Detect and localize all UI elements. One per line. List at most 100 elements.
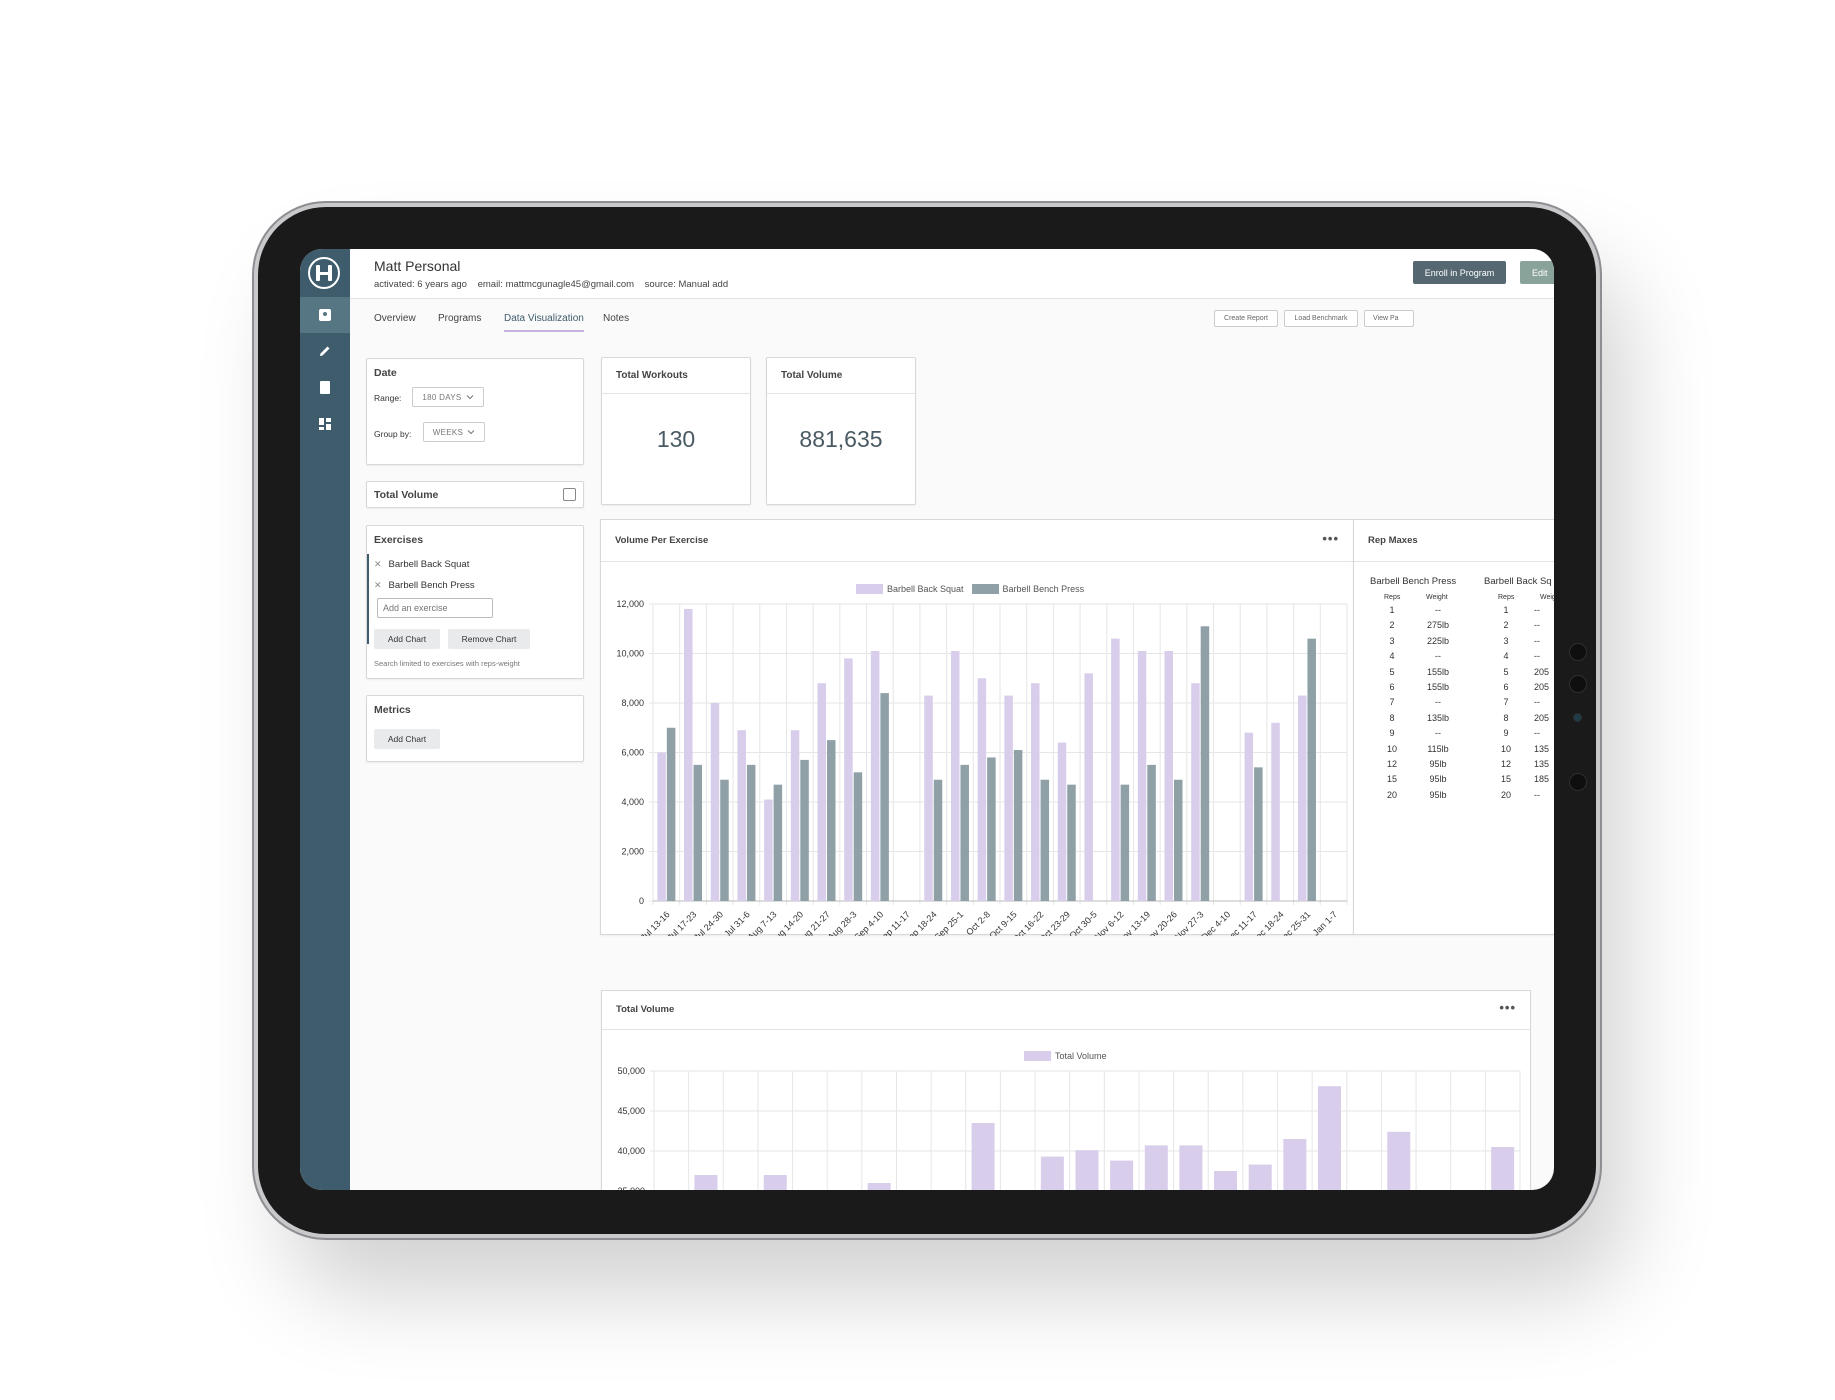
bar-squat — [1004, 695, 1013, 901]
weight-cell: 135 — [1534, 759, 1550, 769]
bar-squat — [924, 695, 933, 901]
weight-cell: 95lb — [1429, 789, 1447, 800]
metrics-card-title: Metrics — [374, 704, 411, 716]
volume-per-exercise-chart: 0 2,000 4,000 6,000 8,000 10,000 12,000 Jul 13-… — [616, 599, 1348, 936]
weight-cell: 205 — [1534, 666, 1550, 677]
total-volume-label: Total Volume — [781, 370, 843, 381]
weight-cell: -- — [1534, 635, 1540, 646]
more-options-icon[interactable]: ••• — [1499, 1000, 1516, 1015]
source-text: source: Manual add — [644, 279, 729, 290]
tablet-button — [1569, 675, 1587, 693]
bar-total-volume — [1110, 1160, 1134, 1190]
bar-bench — [773, 784, 783, 901]
weight-cell: -- — [1534, 697, 1540, 708]
reps-cell: 15 — [1386, 774, 1398, 785]
load-benchmark-button[interactable]: Load Benchmark — [1284, 310, 1358, 327]
bar-total-volume — [1491, 1147, 1515, 1190]
app-logo-icon[interactable] — [308, 257, 340, 289]
reps-cell: 4 — [1503, 651, 1509, 662]
metrics-add-chart-button[interactable]: Add Chart — [374, 729, 440, 749]
remove-chart-button[interactable]: Remove Chart — [448, 629, 530, 649]
exercise-name: Barbell Bench Press — [388, 580, 475, 591]
bar-total-volume — [1248, 1164, 1272, 1190]
contact-card-icon — [319, 309, 331, 321]
bar-bench — [960, 764, 969, 901]
weight-cell: 205 — [1534, 682, 1550, 692]
rep-max-table: Barbell Bench Press Reps Weight 1 -- 2 275lb 3 2… — [1370, 576, 1456, 800]
x-tick-label: Jan 1-7 — [1311, 909, 1339, 936]
reps-cell: 2 — [1389, 620, 1395, 631]
total-volume-panel: Total Volume ••• Total Volume 50,000 45,0… — [601, 990, 1531, 1190]
total-volume-toggle-label: Total Volume — [374, 489, 439, 501]
edit-button[interactable]: Edit — [1520, 261, 1554, 284]
range-label: Range: — [374, 393, 402, 403]
weight-cell: 205 — [1534, 712, 1550, 723]
sidebar-item-dashboard[interactable] — [300, 406, 350, 442]
reps-cell: 10 — [1500, 743, 1512, 754]
total-volume-value: 881,635 — [799, 426, 883, 452]
bar-squat — [1244, 732, 1254, 901]
reps-cell: 3 — [1389, 635, 1395, 646]
y-tick-label: 4,000 — [621, 797, 644, 807]
bar-bench — [720, 779, 729, 901]
create-report-button[interactable]: Create Report — [1214, 310, 1278, 327]
view-button[interactable]: View Pa — [1364, 310, 1414, 327]
bar-total-volume — [1387, 1131, 1411, 1190]
weight-column-header: Weight — [1426, 594, 1448, 601]
tab-overview[interactable]: Overview — [374, 313, 416, 324]
rep-max-table: Barbell Back Sq Reps Weight 1 -- 2 -- 3 -- 4 -- 5 20… — [1484, 576, 1554, 800]
sidebar-item-library[interactable] — [300, 369, 350, 405]
reps-cell: 20 — [1500, 789, 1512, 800]
legend-label-bench: Barbell Bench Press — [1002, 584, 1085, 594]
reps-cell: 6 — [1503, 682, 1509, 692]
range-value: 180 DAYS — [422, 392, 462, 402]
exercises-card-title: Exercises — [374, 534, 424, 546]
tab-notes[interactable]: Notes — [603, 313, 630, 324]
bar-squat — [1297, 695, 1307, 901]
tab-programs[interactable]: Programs — [438, 313, 482, 324]
group-by-select[interactable]: WEEKS — [423, 422, 485, 442]
bar-bench — [987, 757, 996, 901]
x-tick-label: Jul 24-30 — [692, 909, 725, 936]
add-chart-button[interactable]: Add Chart — [374, 629, 440, 649]
enroll-in-program-button[interactable]: Enroll in Program — [1413, 261, 1506, 284]
reps-cell: 9 — [1503, 728, 1509, 739]
reps-cell: 8 — [1503, 712, 1509, 723]
total-workouts-card: Total Workouts 130 — [601, 357, 751, 505]
reps-column-header: Reps — [1384, 594, 1401, 601]
total-volume-checkbox[interactable] — [563, 488, 576, 501]
reps-cell: 1 — [1389, 605, 1395, 615]
exercise-tag: ✕ Barbell Bench Press — [374, 580, 475, 591]
reps-cell: 4 — [1389, 651, 1395, 662]
bar-total-volume — [763, 1175, 787, 1190]
bar-total-volume — [1214, 1171, 1238, 1190]
tablet-button — [1569, 773, 1587, 791]
email-text: email: mattmcgunagle45@gmail.com — [477, 279, 635, 290]
add-exercise-input[interactable] — [377, 598, 493, 618]
remove-exercise-icon[interactable]: ✕ — [374, 580, 382, 590]
reps-cell: 7 — [1503, 697, 1509, 708]
bar-squat — [657, 752, 666, 901]
more-options-icon[interactable]: ••• — [1322, 531, 1339, 546]
sidebar-item-clients[interactable] — [300, 297, 350, 333]
bar-total-volume — [971, 1123, 995, 1190]
x-tick-label: Aug 28-3 — [826, 909, 859, 936]
x-tick-label: Aug 7-13 — [746, 909, 779, 936]
tab-data-visualization[interactable]: Data Visualization — [504, 313, 584, 332]
y-tick-label: 8,000 — [621, 698, 644, 708]
client-name: Matt Personal — [374, 258, 461, 274]
y-tick-label: 0 — [639, 896, 644, 906]
rep-max-exercise-title: Barbell Back Sq — [1484, 576, 1552, 587]
bar-bench — [1120, 784, 1130, 901]
y-tick-label: 50,000 — [617, 1066, 645, 1076]
range-select[interactable]: 180 DAYS — [412, 387, 484, 407]
sidebar-item-edit[interactable] — [300, 333, 350, 369]
bar-total-volume — [1040, 1156, 1064, 1190]
exercise-name: Barbell Back Squat — [388, 559, 470, 570]
x-tick-label: Nov 27-3 — [1173, 909, 1206, 936]
reps-cell: 2 — [1503, 620, 1509, 631]
tablet-button — [1569, 643, 1587, 661]
pencil-icon — [320, 346, 330, 356]
dashboard-icon — [319, 418, 331, 430]
remove-exercise-icon[interactable]: ✕ — [374, 559, 382, 569]
